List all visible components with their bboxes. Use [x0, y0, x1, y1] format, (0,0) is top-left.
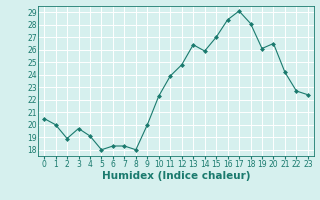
- X-axis label: Humidex (Indice chaleur): Humidex (Indice chaleur): [102, 171, 250, 181]
